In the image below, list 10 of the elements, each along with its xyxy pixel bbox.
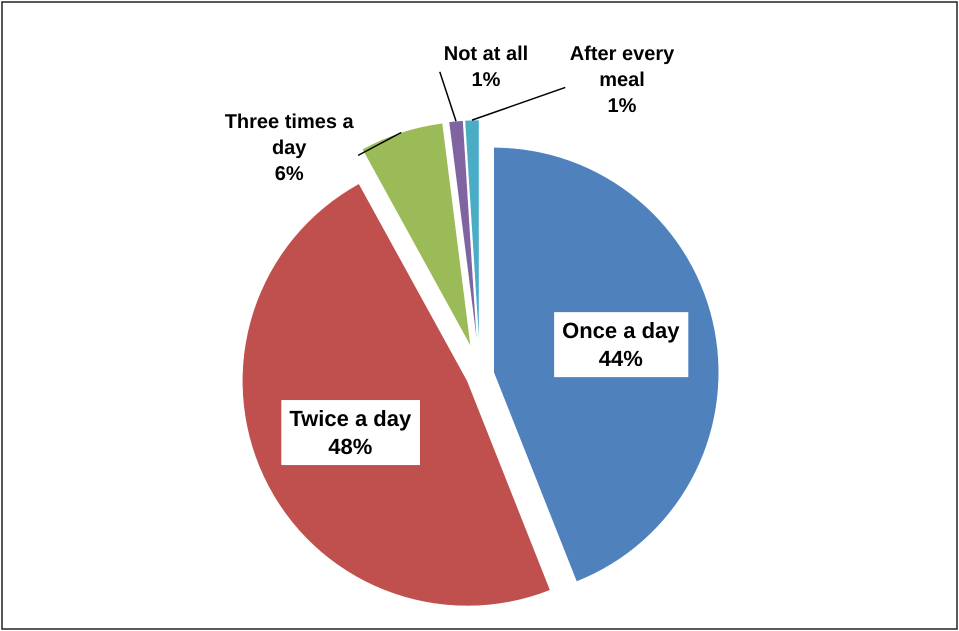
slice-label: Twice a day: [289, 406, 412, 432]
data-label: 1%: [608, 95, 637, 117]
slice-label: Not at all: [444, 43, 528, 65]
data-label: 1%: [472, 69, 501, 91]
slice-label: Once a day: [562, 318, 680, 344]
data-label: 6%: [274, 163, 304, 185]
slice-label: After every meal: [570, 43, 676, 91]
data-label: 48%: [328, 434, 372, 460]
data-label: 44%: [598, 346, 643, 372]
slice-label: Three times a day: [224, 111, 355, 159]
